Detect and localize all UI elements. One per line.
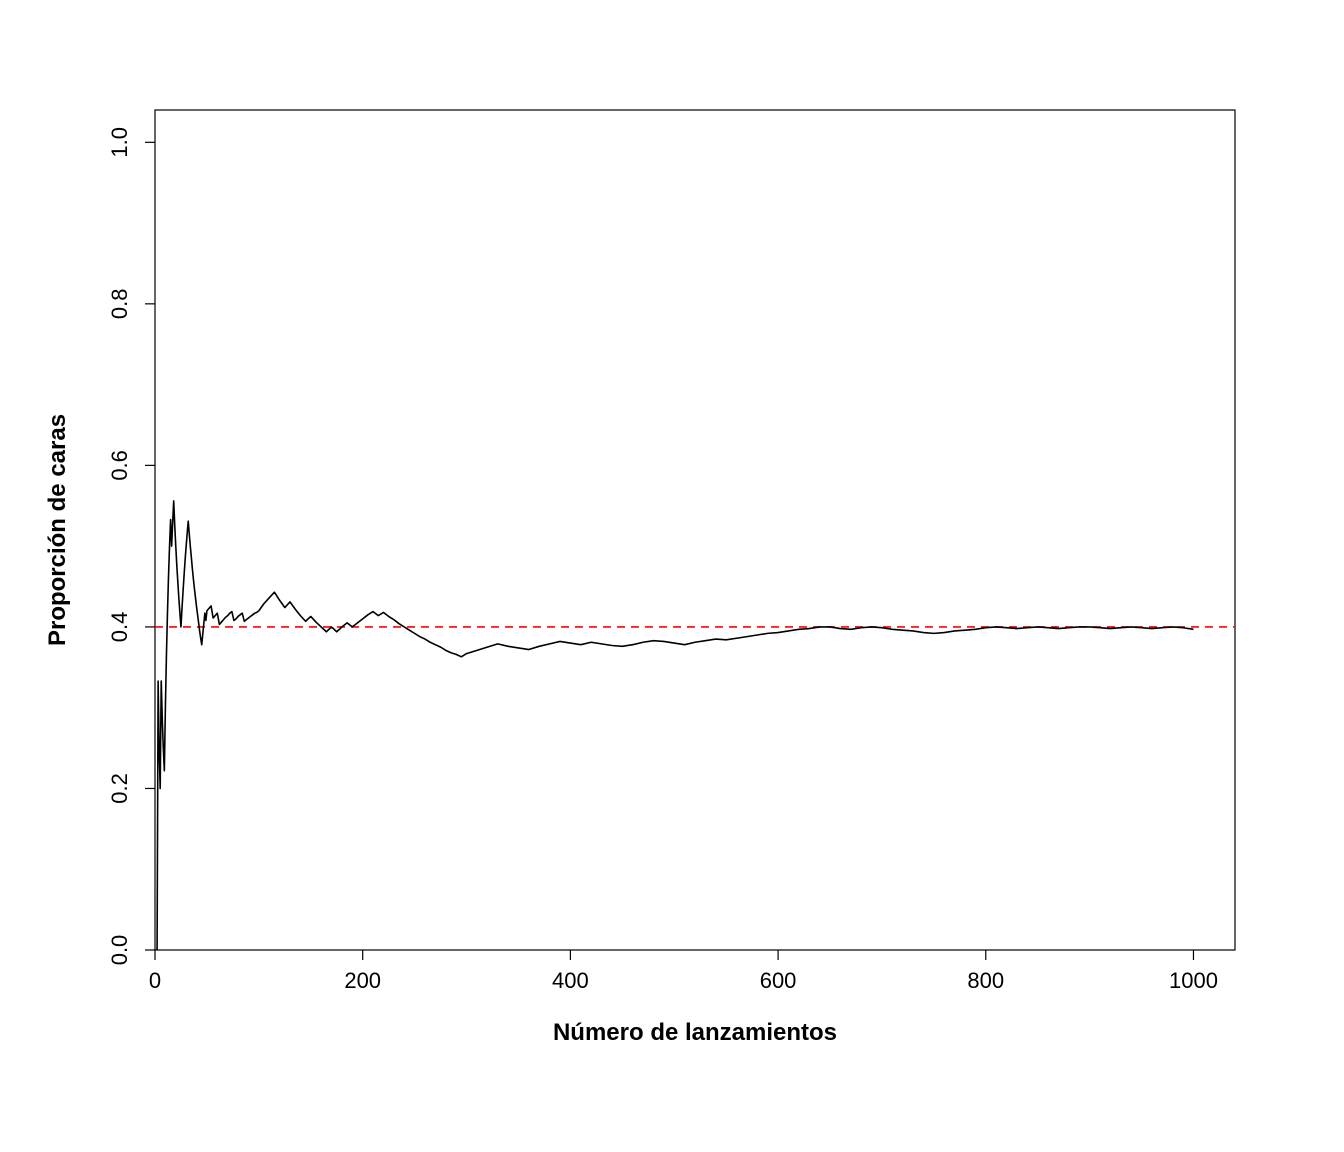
plot-border xyxy=(155,110,1235,950)
y-tick-label: 0.2 xyxy=(107,773,132,804)
y-tick-label: 0.6 xyxy=(107,450,132,481)
data-line xyxy=(156,501,1193,950)
x-tick-label: 0 xyxy=(149,968,161,993)
y-tick-label: 1.0 xyxy=(107,127,132,158)
x-axis-label: Número de lanzamientos xyxy=(553,1019,837,1046)
x-tick-label: 800 xyxy=(967,968,1004,993)
line-chart: 0 200 400 600 800 1000 0.0 0.2 0.4 0.6 0.8 1.0 Númer… xyxy=(0,0,1344,1152)
x-tick-label: 400 xyxy=(552,968,589,993)
y-tick-label: 0.0 xyxy=(107,935,132,966)
y-axis-label: Proporción de caras xyxy=(44,414,71,646)
y-tick-label: 0.4 xyxy=(107,612,132,643)
x-tick-label: 200 xyxy=(344,968,381,993)
x-tick-label: 1000 xyxy=(1169,968,1218,993)
y-tick-label: 0.8 xyxy=(107,289,132,320)
chart-svg: 0 200 400 600 800 1000 0.0 0.2 0.4 0.6 0.8 1.0 Númer… xyxy=(0,0,1344,1152)
x-tick-label: 600 xyxy=(760,968,797,993)
